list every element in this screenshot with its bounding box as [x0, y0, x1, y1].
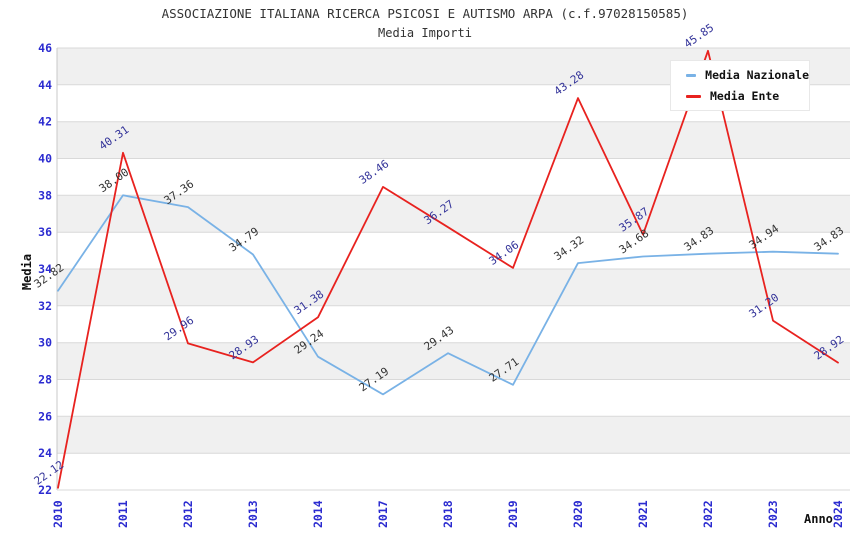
- y-tick-label: 38: [38, 188, 52, 202]
- x-tick-label: 2013: [246, 500, 260, 528]
- y-tick-label: 28: [38, 373, 52, 387]
- x-tick-label: 2010: [51, 500, 65, 528]
- y-tick-label: 22: [38, 483, 52, 497]
- x-tick-label: 2011: [116, 500, 130, 528]
- point-label-media-ente: 45.85: [682, 21, 717, 51]
- y-tick-label: 46: [38, 41, 52, 55]
- plot-band: [57, 269, 850, 306]
- y-tick-label: 24: [38, 446, 52, 460]
- plot-band: [57, 121, 850, 159]
- legend-item-media-ente: Media Ente: [686, 89, 809, 103]
- series-line-media-nazionale: [57, 194, 839, 396]
- legend-swatch-media-ente: [686, 94, 701, 98]
- series-line-media-ente: [57, 49, 839, 489]
- y-tick-label: 36: [38, 225, 52, 239]
- legend: Media Nazionale Media Ente: [670, 60, 810, 111]
- legend-item-media-nazionale: Media Nazionale: [686, 68, 809, 82]
- y-tick-label: 30: [38, 336, 52, 350]
- y-tick-label: 34: [38, 262, 52, 276]
- legend-label-media-ente: Media Ente: [710, 89, 780, 103]
- plot-band: [57, 342, 850, 380]
- x-tick-label: 2018: [441, 500, 455, 528]
- x-tick-label: 2020: [571, 500, 585, 528]
- x-tick-label: 2022: [701, 500, 715, 528]
- y-tick-label: 44: [38, 78, 52, 92]
- legend-label-media-nazionale: Media Nazionale: [705, 68, 809, 82]
- x-tick-label: 2019: [506, 500, 520, 528]
- point-label-media-nazionale: 34.32: [552, 233, 587, 263]
- y-tick-label: 26: [38, 409, 52, 423]
- x-tick-label: 2012: [181, 500, 195, 528]
- y-tick-label: 40: [38, 152, 52, 166]
- x-tick-label: 2017: [376, 500, 390, 528]
- y-tick-label: 42: [38, 115, 52, 129]
- x-tick-label: 2014: [311, 500, 325, 528]
- x-tick-label: 2024: [831, 500, 845, 528]
- x-tick-label: 2021: [636, 500, 650, 528]
- legend-swatch-media-nazionale: [686, 73, 697, 77]
- x-axis-title: Anno: [804, 512, 833, 526]
- y-tick-label: 32: [38, 299, 52, 313]
- y-axis-title: Media: [20, 253, 34, 291]
- plot-band: [57, 416, 850, 454]
- chart-subtitle: Media Importi: [378, 26, 472, 40]
- plot-band: [57, 195, 850, 233]
- x-tick-label: 2023: [766, 500, 780, 528]
- chart-title: ASSOCIAZIONE ITALIANA RICERCA PSICOSI E …: [161, 6, 689, 21]
- point-label-media-ente: 38.46: [357, 157, 392, 187]
- point-label-media-nazionale: 38.00: [97, 166, 132, 196]
- point-label-media-ente: 34.06: [487, 238, 522, 268]
